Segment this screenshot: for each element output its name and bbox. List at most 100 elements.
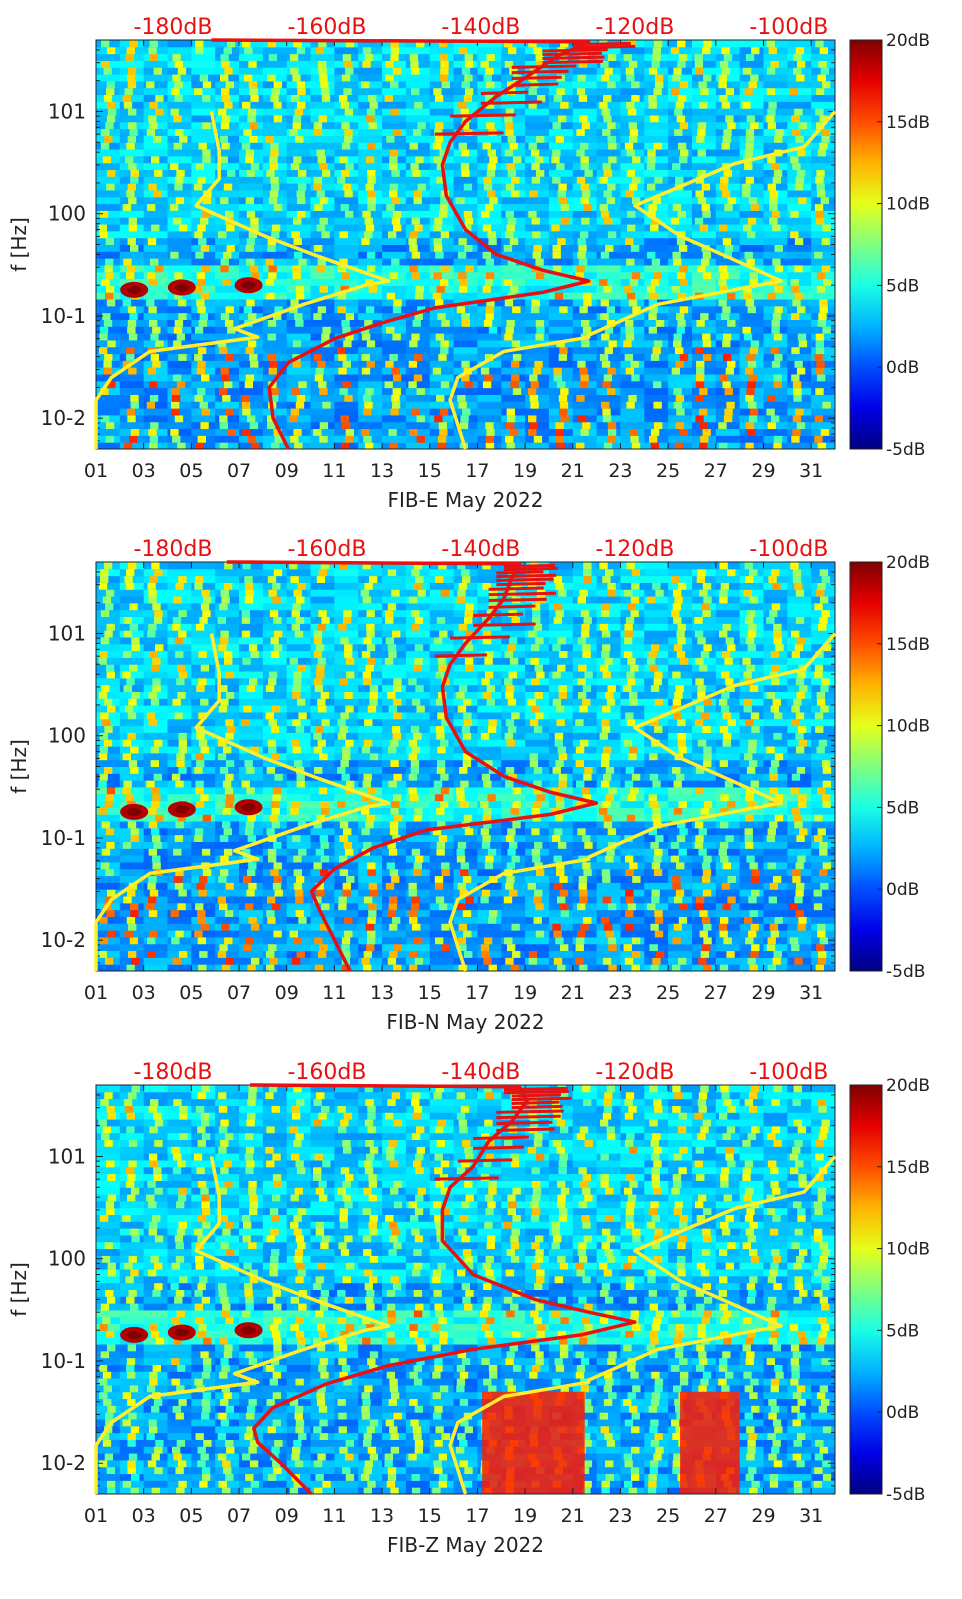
spectrogram-cell (286, 60, 312, 68)
spectrogram-cell (429, 305, 455, 314)
spectrogram-cell (152, 861, 161, 870)
spectrogram-cell (319, 421, 329, 430)
spectrogram-cell (767, 121, 777, 130)
spectrogram-cell (197, 346, 207, 355)
spectrogram-cell (558, 408, 568, 416)
spectrogram-cell (197, 360, 206, 368)
spectrogram-cell (175, 176, 184, 184)
spectrogram-cell (104, 135, 113, 143)
spectrogram-cell (625, 367, 634, 375)
spectrogram-cell (119, 650, 145, 658)
spectrogram-cell (244, 596, 254, 604)
spectrogram-cell (366, 339, 376, 348)
spectrogram-cell (631, 374, 640, 382)
spectrogram-cell (525, 237, 550, 245)
spectrogram-cell (153, 841, 162, 849)
spectrogram-cell (437, 312, 446, 320)
spectrogram-cell (167, 923, 192, 931)
spectrogram-cell (695, 67, 705, 75)
spectrogram-cell (345, 428, 355, 436)
spectrogram-cell (405, 339, 431, 348)
spectrogram-cell (817, 74, 826, 82)
spectrogram-cell (178, 224, 188, 232)
spectrogram-cell (436, 759, 446, 767)
spectrogram-cell (194, 394, 203, 402)
spectrogram-cell (127, 80, 137, 89)
spectrogram-cell (295, 319, 304, 327)
spectrogram-cell (296, 101, 306, 109)
spectrogram-cell (387, 691, 396, 699)
spectrogram-cell (811, 101, 836, 109)
spectrogram-cell (363, 677, 372, 686)
spectrogram-cell (343, 841, 353, 849)
spectrogram-cell (191, 957, 216, 965)
spectrogram-cell (239, 711, 264, 720)
spectrogram-cell (191, 671, 216, 679)
spectrogram-cell (696, 135, 705, 143)
spectrogram-cell (289, 562, 298, 570)
spectrogram-cell (96, 251, 121, 259)
spectrogram-cell (501, 271, 526, 280)
spectrogram-cell (167, 421, 192, 430)
spectrogram-cell (191, 353, 216, 361)
spectrogram-cell (603, 285, 612, 293)
spectrogram-cell (295, 292, 305, 300)
spectrogram-cell (368, 121, 377, 130)
spectrogram-cell (167, 718, 192, 727)
spectrogram-cell (673, 258, 682, 266)
spectrogram-cell (673, 67, 682, 75)
median-psd-spike (573, 44, 636, 50)
spectrogram-cell (321, 87, 330, 96)
spectrogram-cell (382, 278, 407, 286)
spectrogram-cell (584, 169, 593, 177)
spectrogram-cell (239, 203, 264, 211)
spectrogram-cell (152, 855, 161, 863)
spectrogram-cell (485, 435, 494, 443)
spectrogram-cell (239, 664, 264, 672)
spectrogram-cell (365, 387, 374, 395)
spectrogram-cell (317, 360, 326, 368)
spectrogram-cell (334, 224, 359, 232)
spectrogram-cell (310, 414, 335, 423)
spectrogram-cell (607, 421, 617, 430)
spectrogram-cell (679, 80, 689, 89)
spectrogram-cell (787, 312, 812, 320)
spectrogram-cell (607, 367, 616, 375)
spectrogram-cell (699, 387, 708, 395)
spectrogram-cell (242, 855, 252, 863)
spectrogram-cell (227, 326, 236, 334)
spectrogram-cell (626, 101, 635, 109)
spectrogram-cell (743, 285, 752, 293)
spectrogram-cell (679, 428, 688, 436)
spectrogram-cell (262, 278, 288, 286)
spectrogram-cell (241, 394, 250, 402)
spectrogram-cell (434, 94, 444, 102)
spectrogram-cell (221, 821, 231, 829)
spectrogram-image (96, 40, 836, 450)
spectrogram-cell (501, 101, 526, 109)
spectrogram-cell (125, 155, 134, 164)
spectrogram-cell (364, 53, 374, 61)
spectrogram-cell (272, 902, 281, 911)
spectrogram-cell (607, 387, 616, 395)
spectrogram-cell (723, 251, 732, 259)
spectrogram-cell (599, 353, 609, 361)
spectrogram-cell (130, 169, 139, 177)
spectrogram-cell (126, 189, 135, 198)
spectrogram-cell (341, 142, 351, 150)
spectrogram-cell (239, 40, 264, 48)
spectrogram-cell (745, 128, 755, 136)
spectrogram-cell (715, 258, 741, 266)
spectrogram-cell (317, 60, 327, 68)
spectrogram-cell (816, 374, 826, 382)
spectrogram-cell (96, 759, 121, 767)
spectrogram-cell (105, 602, 114, 611)
spectrogram-cell (191, 128, 216, 136)
spectrogram-cell (511, 339, 521, 348)
spectrogram-cell (553, 367, 562, 375)
spectrogram-cell (582, 189, 591, 198)
spectrogram-cell (222, 278, 231, 286)
spectrogram-cell (391, 875, 400, 883)
spectrogram-cell (193, 183, 203, 191)
spectrogram-cell (811, 94, 836, 102)
